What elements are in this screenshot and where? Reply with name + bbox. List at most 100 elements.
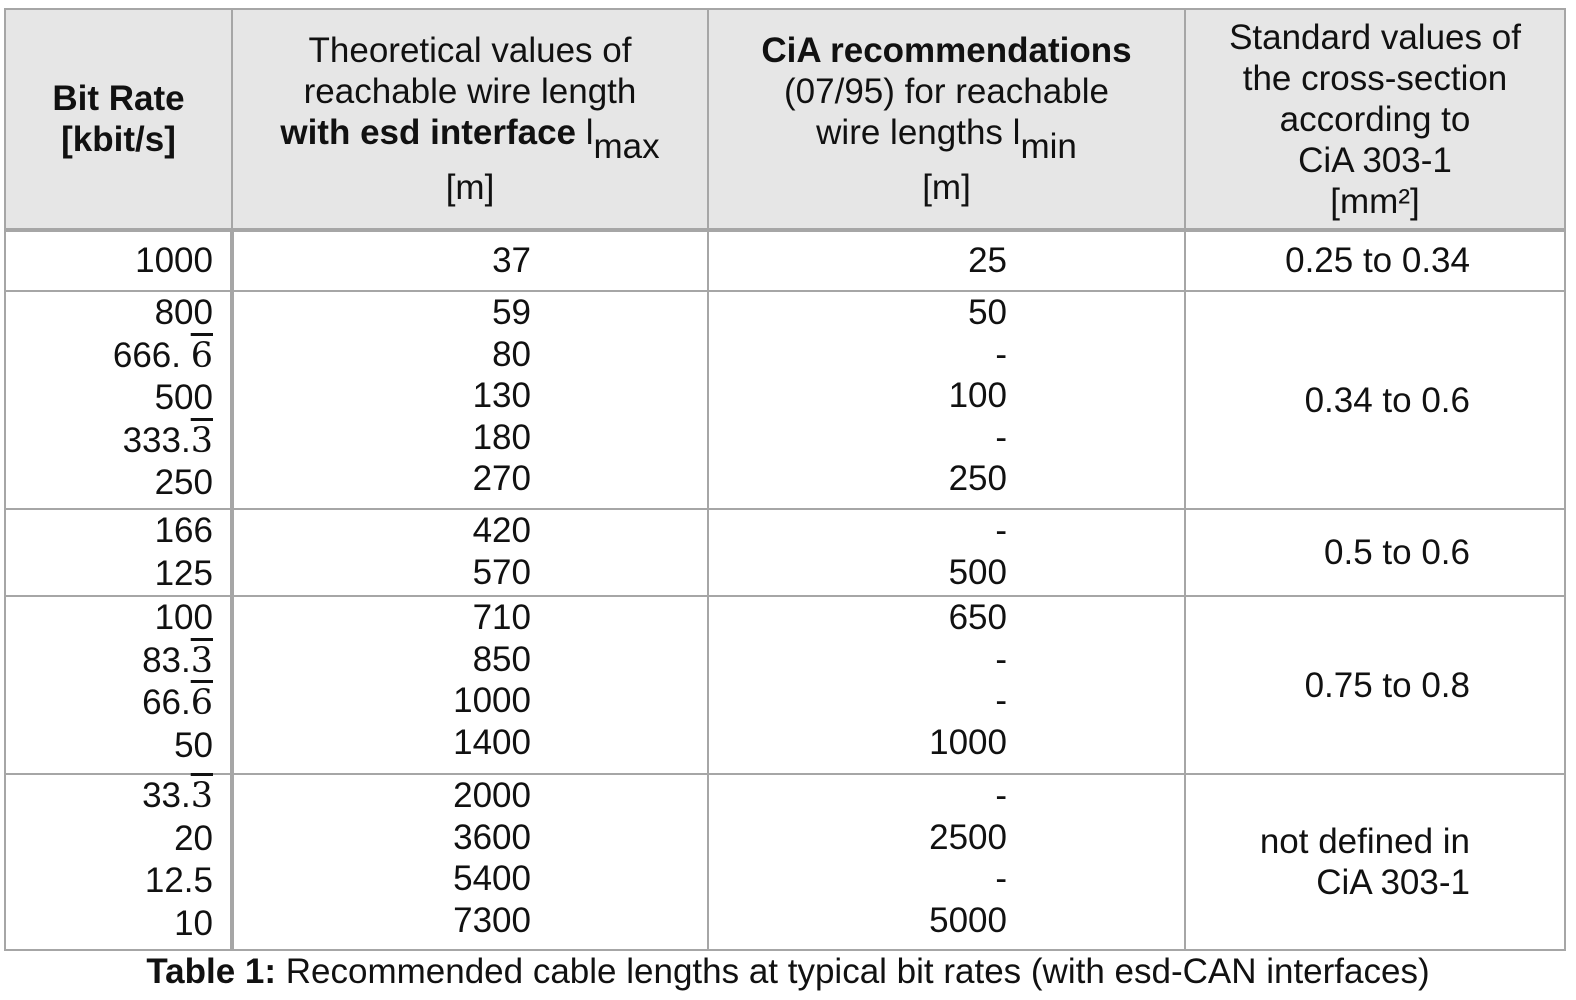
cross-section-cell: 0.5 to 0.6	[1184, 508, 1566, 597]
header-standard-line1: Standard values of	[1229, 17, 1521, 57]
header-standard-line4: CiA 303-1	[1298, 140, 1452, 180]
header-theoretical-line2: reachable wire length	[303, 72, 637, 111]
table-row: 33.3 20 12.5 10 2000 3600 5400 7300-2500-5000 no…	[4, 773, 1566, 951]
cia-length-value: -	[995, 639, 1007, 679]
cross-section-cell: not defined in CiA 303-1	[1184, 773, 1566, 951]
theoretical-length-value: 180	[472, 417, 531, 457]
bit-rate-cell: 166 125	[4, 508, 234, 597]
bit-rate-value: 12.5	[6, 860, 230, 903]
header-cia-line1: CiA recommendations	[761, 31, 1132, 70]
bit-rate-text: 125	[154, 553, 213, 593]
repeating-digit: 3	[190, 776, 213, 816]
theoretical-length-value: 5400	[453, 859, 531, 898]
cia-length-value: 2500	[929, 817, 1007, 857]
bit-rate-value: 500	[6, 377, 230, 420]
header-cia-line2: (07/95) for reachable	[784, 72, 1109, 111]
header-theoretical-line3: with esd interface	[280, 113, 576, 152]
bit-rate-text: 50	[174, 725, 213, 765]
cia-length-value: 50	[968, 293, 1007, 332]
cia-length-value: -	[995, 417, 1007, 457]
bit-rate-value: 1000	[6, 232, 230, 290]
header-cia: CiA recommendations (07/95) for reachabl…	[707, 8, 1186, 232]
bit-rate-text: 33.	[142, 776, 191, 815]
header-cia-line3: wire lengths	[816, 113, 1003, 152]
repeating-digit: 6	[190, 335, 213, 376]
bit-rate-text: 1000	[135, 241, 213, 280]
bit-rate-text: 800	[154, 293, 213, 332]
cia-length-value: 1000	[929, 722, 1007, 762]
cia-length-value: -	[995, 334, 1007, 374]
header-theoretical-symbol: l	[585, 113, 594, 152]
header-theoretical-unit: [m]	[445, 168, 495, 207]
table-header: Bit Rate [kbit/s] Theoretical values of …	[4, 8, 1566, 232]
header-cia-subscript: min	[1020, 127, 1077, 166]
bit-rate-value: 666. 6	[6, 335, 230, 378]
cia-length-value: 100	[948, 376, 1007, 415]
bit-rate-text: 10	[174, 903, 213, 943]
table-row: 166 125 420 570-500 0.5 to 0.6	[4, 508, 1566, 597]
cross-section-cell: 0.34 to 0.6	[1184, 290, 1566, 510]
cia-length-value: -	[995, 681, 1007, 720]
header-theoretical-line1: Theoretical values of	[308, 31, 632, 70]
theoretical-length-value: 7300	[453, 900, 531, 940]
bit-rate-cell: 1000	[4, 229, 234, 292]
header-cia-symbol: l	[1012, 113, 1021, 152]
theoretical-length-cell: 59 80 130 180 270	[231, 290, 709, 510]
bit-rate-text: 83.	[142, 640, 191, 680]
bit-rate-text: 20	[174, 818, 213, 858]
theoretical-length-value: 1400	[453, 722, 531, 762]
repeating-digit: 3	[190, 420, 213, 461]
header-theoretical-subscript: max	[593, 127, 660, 166]
cia-length-value: 5000	[929, 900, 1007, 940]
theoretical-length-cell: 37	[231, 229, 709, 292]
header-bit-rate: Bit Rate [kbit/s]	[4, 8, 233, 232]
cia-length-cell: 650- -1000	[707, 595, 1186, 775]
theoretical-length-cell: 420 570	[231, 508, 709, 597]
bit-rate-text: 250	[154, 463, 213, 502]
bit-rate-text: 333.	[122, 420, 191, 460]
cia-length-cell: -2500-5000	[707, 773, 1186, 951]
cia-length-value: -	[995, 511, 1007, 550]
theoretical-length-value: 80	[492, 334, 531, 374]
bit-rate-text: 100	[154, 598, 213, 637]
table-row: 1000 37 25 0.25 to 0.34	[4, 229, 1566, 292]
theoretical-length-cell: 710 850 1000 1400	[231, 595, 709, 775]
table-row: 100 83.3 66.6 50 710 850 1000 1400 650- -1000 0.75…	[4, 595, 1566, 775]
cia-length-value: -	[995, 776, 1007, 815]
header-theoretical: Theoretical values of reachable wire len…	[231, 8, 709, 232]
cross-section-value: 0.75 to 0.8	[1304, 665, 1470, 705]
bit-rate-value: 66.6	[6, 682, 230, 725]
bit-rate-cell: 33.3 20 12.5 10	[4, 773, 234, 951]
bit-rate-value: 50	[6, 725, 230, 768]
cross-section-value: 0.5 to 0.6	[1324, 533, 1470, 572]
bit-rate-value: 250	[6, 462, 230, 505]
cia-length-cell: 50-100-250	[707, 290, 1186, 510]
cia-length-cell: 25	[707, 229, 1186, 292]
theoretical-length-value: 37	[492, 241, 531, 280]
header-standard-unit: [mm²]	[1330, 181, 1420, 221]
cia-length-value: 25	[968, 241, 1007, 280]
theoretical-length-value: 420	[472, 511, 531, 550]
header-cross-section: Standard values of the cross-section acc…	[1184, 8, 1566, 232]
cross-section-value: 0.34 to 0.6	[1304, 380, 1470, 420]
repeating-digit: 3	[190, 640, 213, 681]
header-standard-line2: the cross-section	[1242, 58, 1508, 98]
bit-rate-text: 66.	[142, 683, 191, 722]
theoretical-length-value: 3600	[453, 817, 531, 857]
cross-section-value: not defined in	[1259, 822, 1470, 861]
bit-rate-text: 666.	[112, 335, 191, 375]
theoretical-length-value: 570	[472, 552, 531, 592]
bit-rate-value: 333.3	[6, 420, 230, 463]
repeating-digit: 6	[190, 683, 213, 723]
bit-rate-value: 166	[6, 510, 230, 553]
bit-rate-text: 500	[154, 378, 213, 417]
theoretical-length-value: 2000	[453, 776, 531, 815]
cross-section-value: CiA 303-1	[1316, 863, 1470, 902]
table-caption: Table 1: Recommended cable lengths at ty…	[0, 950, 1576, 994]
header-bit-rate-label: Bit Rate	[52, 79, 185, 118]
table-body: 1000 37 25 0.25 to 0.34 800 666. 6 500 333.3 250…	[4, 229, 1566, 951]
theoretical-length-value: 270	[472, 459, 531, 498]
bit-rate-value: 33.3	[6, 775, 230, 818]
caption-label: Table 1:	[146, 952, 277, 991]
cross-section-cell: 0.25 to 0.34	[1184, 229, 1566, 292]
